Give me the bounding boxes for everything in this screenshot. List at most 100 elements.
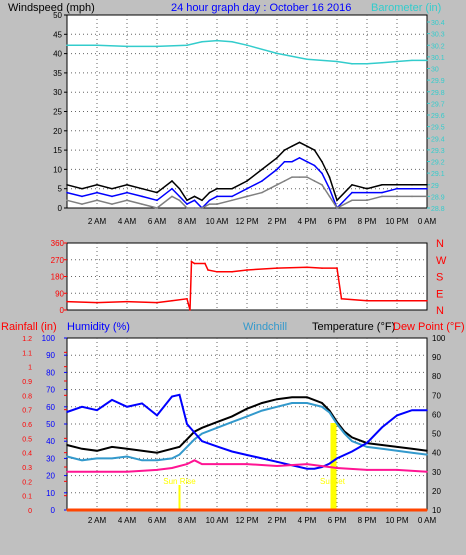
x-tick-10-pm: 10 PM (385, 516, 408, 525)
tick-label-100: 100 (42, 334, 56, 343)
point-average-wind (313, 164, 316, 167)
rainfall-axis-label: Rainfall (in) (1, 321, 57, 333)
x-tick-2-am: 2 AM (88, 516, 107, 525)
point-wind-gust (366, 187, 368, 190)
point-average-wind (208, 199, 211, 202)
point-wind (141, 203, 143, 205)
x-tick-4-am: 4 AM (118, 516, 137, 525)
point-barometer (156, 45, 158, 48)
point-wind (381, 195, 383, 198)
x-tick-8-am: 8 AM (178, 516, 197, 525)
tick-label-35: 35 (53, 69, 62, 78)
point-windchill (126, 455, 128, 458)
series-average-wind (66, 156, 427, 210)
temperature-tick-10: 10 (432, 506, 441, 515)
point-humidity (126, 406, 128, 408)
point-humidity (141, 402, 143, 405)
x-tick-8-am: 8 AM (178, 217, 197, 226)
point-barometer (336, 60, 338, 63)
tick-label-60: 60 (46, 403, 55, 412)
point-temperature (411, 448, 413, 450)
point-temperature (141, 449, 143, 452)
tick-label-0-5: 0.5 (22, 436, 32, 443)
point-wind (246, 195, 248, 198)
point-temperature (186, 438, 188, 441)
point-windchill (261, 409, 263, 412)
x-tick-8-pm: 8 PM (358, 516, 377, 525)
tick-label-0: 0 (51, 506, 56, 515)
point-average-wind (306, 160, 308, 163)
tick-label-0: 0 (60, 306, 65, 315)
point-wind-direction (66, 300, 68, 303)
point-barometer (66, 44, 68, 47)
point-windchill (276, 406, 278, 408)
point-wind-gust (178, 187, 181, 190)
point-rainfall (426, 509, 428, 511)
point-wind-direction (189, 309, 191, 311)
point-wind-gust (396, 184, 398, 186)
point-barometer (351, 63, 353, 65)
tick-label-30-2: 30.2 (431, 43, 445, 50)
point-windchill (328, 411, 331, 414)
tick-label-29-8: 29.8 (431, 90, 445, 97)
wind-x-axis: 2 AM 4 AM 6 AM 8 AM 10 AM 12 PM 2 PM 4 PM 6 PM 8 … (88, 217, 437, 226)
x-tick-2-pm: 2 PM (268, 516, 287, 525)
point-wind-direction (276, 267, 278, 269)
tick-label-10: 10 (46, 489, 55, 498)
tick-label-29: 29 (431, 183, 439, 190)
tick-label-28-8: 28.8 (431, 206, 445, 213)
point-wind (111, 203, 113, 205)
point-wind (351, 199, 353, 202)
point-average-wind (411, 187, 413, 190)
point-wind-direction (306, 266, 308, 268)
tick-label-30-4: 30.4 (431, 20, 445, 27)
point-windchill (321, 406, 323, 408)
sun-markers: Sun Rise Sunset (163, 423, 346, 510)
point-wind-gust (336, 199, 338, 202)
point-wind (193, 207, 196, 209)
x-tick-10-am: 10 AM (206, 217, 229, 226)
series-barometer (67, 39, 427, 65)
point-average-wind (186, 203, 188, 205)
point-wind-gust (201, 199, 203, 202)
point-humidity (336, 457, 338, 460)
temperature-tick-60: 60 (432, 410, 441, 419)
point-wind (156, 207, 158, 209)
series-wind-direction (66, 260, 427, 311)
point-wind-gust (246, 180, 248, 182)
tick-label-30: 30 (431, 67, 439, 74)
point-average-wind (178, 195, 181, 198)
tick-label-30: 30 (53, 88, 62, 97)
point-wind-direction (126, 300, 128, 303)
point-barometer (216, 39, 218, 42)
point-dew-point (306, 463, 308, 465)
point-wind (336, 207, 338, 209)
tick-label-29-1: 29.1 (431, 171, 445, 178)
compass-label-e: E (436, 288, 443, 300)
point-wind-gust (261, 168, 263, 171)
point-wind-gust (186, 199, 188, 202)
point-barometer (126, 45, 128, 48)
point-temperature (381, 444, 383, 446)
point-wind-gust (426, 184, 428, 186)
point-windchill (351, 440, 353, 443)
point-windchill (426, 453, 428, 456)
x-tick-4-am: 4 AM (118, 217, 137, 226)
point-humidity (328, 462, 331, 465)
point-average-wind (81, 195, 83, 198)
point-humidity (156, 414, 158, 417)
tick-label-70: 70 (46, 386, 55, 395)
point-wind-gust (141, 187, 143, 190)
point-wind (178, 199, 181, 202)
point-wind-direction (207, 269, 209, 271)
point-wind-gust (216, 187, 218, 190)
tick-label-20: 20 (46, 472, 55, 481)
point-humidity (276, 461, 278, 463)
tick-label-0-4: 0.4 (22, 451, 32, 458)
barometer-axis-label: Barometer (in) (371, 2, 441, 14)
point-wind-gust (171, 180, 173, 182)
temperature-tick-70: 70 (432, 391, 441, 400)
point-humidity (171, 395, 173, 398)
point-humidity (201, 440, 203, 443)
tick-label-30-1: 30.1 (431, 55, 445, 62)
